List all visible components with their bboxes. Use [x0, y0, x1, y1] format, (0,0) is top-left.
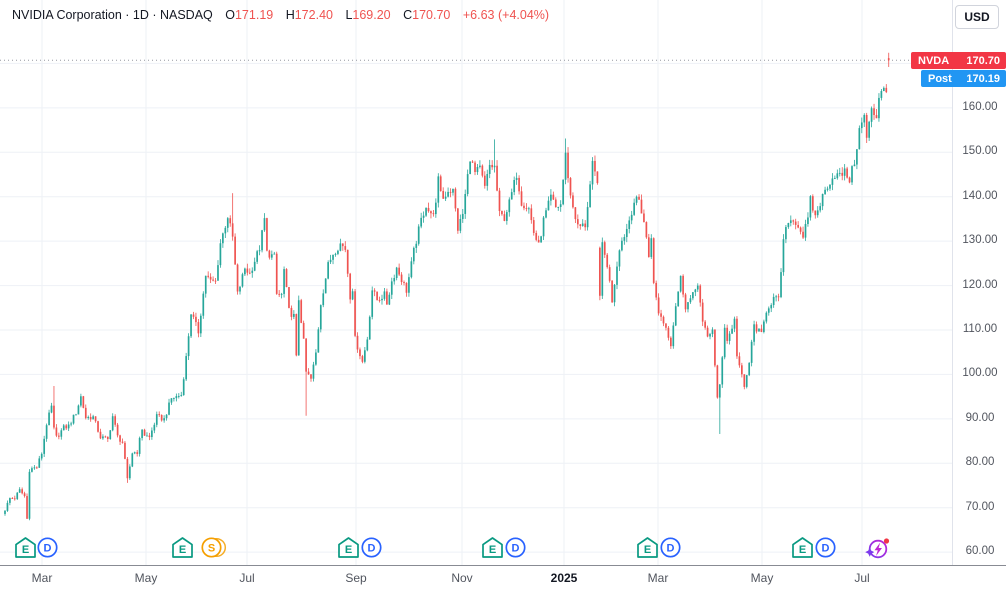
svg-text:E: E [345, 544, 352, 556]
post-market-price-label: Post 170.19 [921, 70, 1006, 87]
price-change: +6.63 (+4.04%) [462, 8, 550, 22]
svg-text:E: E [489, 544, 496, 556]
svg-text:E: E [644, 544, 651, 556]
y-axis-tick: 80.00 [965, 456, 995, 469]
currency-button[interactable]: USD [955, 5, 999, 29]
dividend-badge-icon[interactable]: D [504, 536, 527, 559]
split-badge-icon[interactable]: S [200, 536, 227, 559]
x-axis-tick: Jul [239, 571, 255, 585]
chart-canvas[interactable] [0, 0, 952, 565]
earnings-badge-icon[interactable]: E [636, 536, 659, 559]
svg-text:E: E [22, 544, 29, 556]
y-axis-tick: 100.00 [962, 367, 998, 380]
post-price-value: 170.19 [966, 72, 1000, 85]
earnings-badge-icon[interactable]: E [171, 536, 194, 559]
y-axis-tick: 140.00 [962, 189, 998, 202]
y-axis-tick: 110.00 [962, 323, 998, 335]
ohlc-close: C170.70 [403, 8, 451, 22]
y-axis-tick: 70.00 [965, 500, 995, 513]
gridlines [0, 0, 952, 565]
y-axis-tick: 160.00 [962, 100, 998, 113]
svg-text:D: D [512, 543, 520, 555]
svg-text:S: S [208, 543, 215, 555]
y-axis-tick: 130.00 [962, 234, 998, 247]
x-axis-tick: May [750, 571, 774, 585]
last-price-value: 170.70 [966, 54, 1000, 67]
last-price-symbol: NVDA [918, 54, 950, 67]
x-axis-tick: Sep [345, 571, 367, 585]
svg-text:D: D [667, 543, 675, 555]
x-axis-tick: Mar [31, 571, 53, 585]
dividend-badge-icon[interactable]: D [36, 536, 59, 559]
earnings-badge-icon[interactable]: E [481, 536, 504, 559]
svg-text:E: E [799, 544, 806, 556]
last-price-label: NVDA 170.70 [911, 52, 1006, 69]
dividend-badge-icon[interactable]: D [360, 536, 383, 559]
x-axis-tick: May [134, 571, 158, 585]
svg-text:E: E [179, 544, 186, 556]
dividend-badge-icon[interactable]: D [659, 536, 682, 559]
candles [4, 52, 890, 521]
svg-text:D: D [368, 543, 376, 555]
post-price-symbol: Post [928, 72, 952, 85]
symbol-title[interactable]: NVIDIA Corporation · 1D · NASDAQ [12, 8, 213, 22]
ohlc-high: H172.40 [285, 8, 333, 22]
price-axis[interactable]: 160.00 150.00 140.00 130.00 120.00 110.00 100.… [952, 0, 1006, 565]
symbol-legend: NVIDIA Corporation · 1D · NASDAQ O171.19… [12, 8, 549, 22]
svg-text:D: D [44, 543, 52, 555]
earnings-badge-icon[interactable]: E [14, 536, 37, 559]
earnings-badge-icon[interactable]: E [791, 536, 814, 559]
time-axis[interactable]: Mar May Jul Sep Nov 2025 Mar May Jul [0, 565, 1006, 591]
dividend-badge-icon[interactable]: D [814, 536, 837, 559]
earnings-badge-icon[interactable]: E [337, 536, 360, 559]
x-axis-tick: Nov [451, 571, 473, 585]
x-axis-tick-year: 2025 [550, 571, 578, 585]
y-axis-tick: 60.00 [965, 545, 995, 558]
x-axis-tick: Mar [647, 571, 669, 585]
y-axis-tick: 150.00 [962, 145, 998, 158]
y-axis-tick: 90.00 [965, 411, 995, 424]
spark-icon[interactable] [865, 536, 890, 559]
y-axis-tick: 120.00 [962, 278, 998, 291]
x-axis-tick: Jul [854, 571, 870, 585]
ohlc-open: O171.19 [225, 8, 274, 22]
ohlc-low: L169.20 [345, 8, 391, 22]
svg-text:D: D [822, 543, 830, 555]
